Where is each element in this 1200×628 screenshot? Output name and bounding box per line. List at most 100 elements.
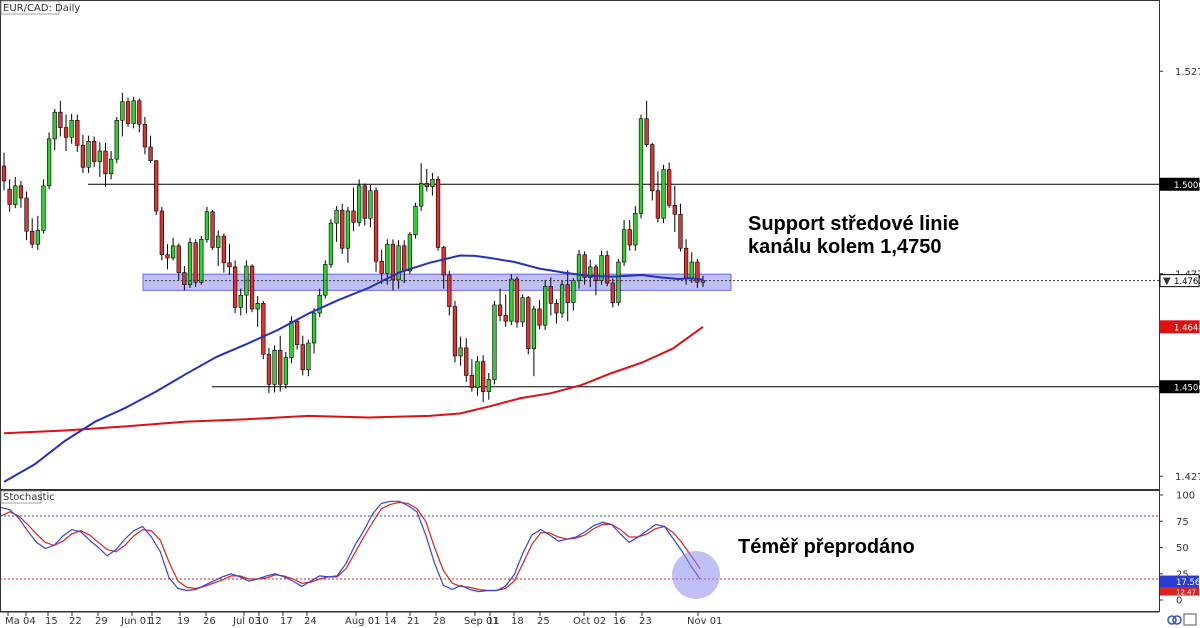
candle — [526, 296, 531, 355]
candle-body — [154, 160, 159, 212]
time-tick-label: Aug 01 — [345, 616, 380, 627]
sync-icon[interactable] — [1167, 615, 1182, 625]
candle-body — [593, 266, 599, 281]
candle-body — [227, 262, 232, 268]
candle — [300, 335, 305, 376]
candle-body — [311, 312, 317, 344]
candle — [148, 135, 153, 164]
candle — [368, 185, 373, 228]
stochastic-title-box — [0, 490, 42, 504]
candle-body — [357, 185, 362, 223]
candle-body — [667, 169, 672, 206]
candle — [441, 245, 446, 289]
time-tick-label: Nov 01 — [687, 616, 722, 627]
candle-body — [13, 185, 18, 205]
candle-body — [317, 294, 322, 314]
time-tick-label: 15 — [45, 616, 58, 627]
candle-body — [300, 344, 305, 371]
candle-body — [650, 144, 655, 192]
candle-body — [554, 303, 559, 314]
candle — [142, 117, 148, 155]
candle — [97, 142, 102, 177]
candle-body — [402, 245, 407, 272]
settings-box[interactable] — [1183, 613, 1197, 626]
candle-body — [35, 230, 40, 245]
candle-body — [18, 185, 24, 199]
candle — [385, 239, 390, 285]
candle-body — [278, 349, 283, 385]
candle — [80, 134, 86, 173]
candle — [548, 277, 553, 316]
candle-body — [373, 190, 379, 262]
candle — [1, 152, 7, 191]
candle-body — [610, 282, 615, 303]
candle — [357, 179, 362, 227]
candle-body — [627, 229, 632, 246]
candle — [283, 351, 288, 389]
candle-body — [435, 179, 441, 248]
candle — [447, 270, 452, 316]
candle-body — [86, 141, 91, 168]
candle — [221, 233, 226, 273]
candle — [69, 113, 74, 144]
candle — [30, 218, 35, 249]
stochastic-tick-label: 0 — [1176, 596, 1182, 607]
candle-body — [661, 169, 666, 219]
stochastic-k-line — [0, 500, 701, 593]
candle — [345, 206, 350, 263]
candle-body — [216, 235, 221, 248]
candle — [565, 270, 570, 322]
candle-body — [137, 100, 142, 125]
candle — [464, 338, 469, 382]
candle-body — [616, 261, 621, 303]
candle-body — [80, 145, 86, 168]
candle — [616, 258, 621, 306]
support-zone — [142, 273, 732, 291]
candle-body — [182, 272, 187, 285]
candle — [593, 264, 599, 296]
candle-body — [543, 286, 548, 326]
candle — [52, 108, 57, 151]
candle — [475, 355, 480, 396]
candle-body — [509, 278, 514, 322]
candle-body — [655, 190, 661, 219]
time-tick-label: 19 — [177, 616, 190, 627]
time-tick-label: 10 — [256, 616, 269, 627]
candle — [86, 135, 91, 173]
candle — [317, 288, 322, 318]
candle — [650, 142, 655, 201]
candle-body — [30, 230, 35, 245]
candle — [605, 250, 610, 287]
price-tick-label: 1.4279 — [1175, 472, 1200, 483]
candle-body — [638, 118, 644, 214]
candle — [452, 300, 458, 363]
candle-body — [272, 349, 277, 385]
candle-body — [379, 260, 384, 274]
candle-body — [475, 361, 480, 388]
candle-body — [430, 179, 435, 187]
candle-body — [232, 266, 238, 308]
candle — [328, 219, 334, 268]
candle-body — [75, 119, 80, 146]
candle-body — [537, 308, 542, 326]
candle — [204, 206, 210, 243]
oversold-annotation: Téměř přeprodáno — [738, 536, 915, 558]
candle-body — [481, 361, 486, 392]
candle — [255, 296, 260, 327]
candle-body — [261, 303, 266, 355]
slow-moving-average-line — [3, 325, 704, 435]
candle-body — [548, 286, 553, 304]
candle-body — [249, 265, 255, 310]
candle-body — [41, 185, 46, 231]
support-annotation-line2: kanálu kolem 1,4750 — [748, 236, 941, 258]
candle — [108, 151, 114, 180]
candle — [340, 203, 345, 254]
candle — [114, 117, 119, 164]
candle — [695, 258, 700, 288]
candle-body — [492, 304, 497, 380]
candle — [537, 300, 542, 330]
candle — [249, 264, 255, 313]
candle-body — [633, 213, 638, 246]
